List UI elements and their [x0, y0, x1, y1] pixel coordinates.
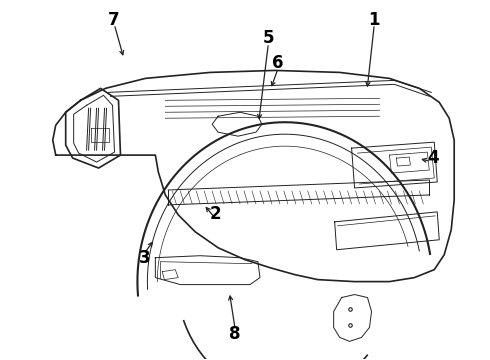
- Text: 5: 5: [263, 30, 274, 48]
- Text: 6: 6: [272, 54, 284, 72]
- Text: 1: 1: [368, 12, 380, 30]
- Text: 7: 7: [108, 12, 120, 30]
- Text: 4: 4: [427, 149, 439, 167]
- Text: 2: 2: [210, 205, 221, 223]
- Text: 3: 3: [139, 249, 151, 267]
- Text: 8: 8: [229, 325, 241, 343]
